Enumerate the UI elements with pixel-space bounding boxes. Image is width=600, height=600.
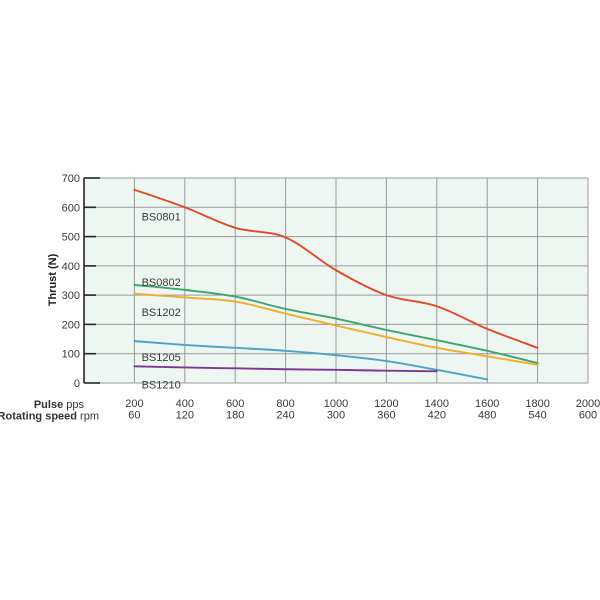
svg-text:420: 420 [428, 410, 446, 422]
svg-text:Pulse pps: Pulse pps [34, 399, 85, 411]
svg-text:100: 100 [62, 349, 80, 361]
svg-text:1200: 1200 [374, 398, 398, 410]
svg-text:2000: 2000 [576, 398, 600, 410]
svg-text:0: 0 [74, 378, 80, 390]
svg-text:300: 300 [62, 290, 80, 302]
svg-text:600: 600 [579, 410, 597, 422]
svg-text:1000: 1000 [324, 398, 348, 410]
svg-text:700: 700 [62, 173, 80, 185]
svg-text:500: 500 [62, 232, 80, 244]
svg-text:BS0801: BS0801 [142, 212, 181, 224]
svg-text:1800: 1800 [525, 398, 549, 410]
svg-text:480: 480 [478, 410, 496, 422]
svg-text:120: 120 [176, 410, 194, 422]
svg-text:300: 300 [327, 410, 345, 422]
svg-text:BS1202: BS1202 [142, 307, 181, 319]
svg-text:Thrust (N): Thrust (N) [47, 253, 59, 306]
svg-text:Rotating speed rpm: Rotating speed rpm [0, 411, 99, 423]
svg-text:BS1210: BS1210 [142, 379, 181, 391]
svg-text:600: 600 [226, 398, 244, 410]
svg-text:540: 540 [528, 410, 546, 422]
svg-text:600: 600 [62, 202, 80, 214]
svg-text:360: 360 [377, 410, 395, 422]
svg-text:BS1205: BS1205 [142, 352, 181, 364]
svg-text:200: 200 [62, 319, 80, 331]
svg-text:180: 180 [226, 410, 244, 422]
svg-text:1600: 1600 [475, 398, 499, 410]
svg-text:200: 200 [125, 398, 143, 410]
svg-text:400: 400 [176, 398, 194, 410]
svg-text:400: 400 [62, 261, 80, 273]
svg-text:240: 240 [276, 410, 294, 422]
svg-text:BS0802: BS0802 [142, 277, 181, 289]
svg-text:1400: 1400 [425, 398, 449, 410]
svg-text:60: 60 [128, 410, 140, 422]
svg-text:800: 800 [276, 398, 294, 410]
